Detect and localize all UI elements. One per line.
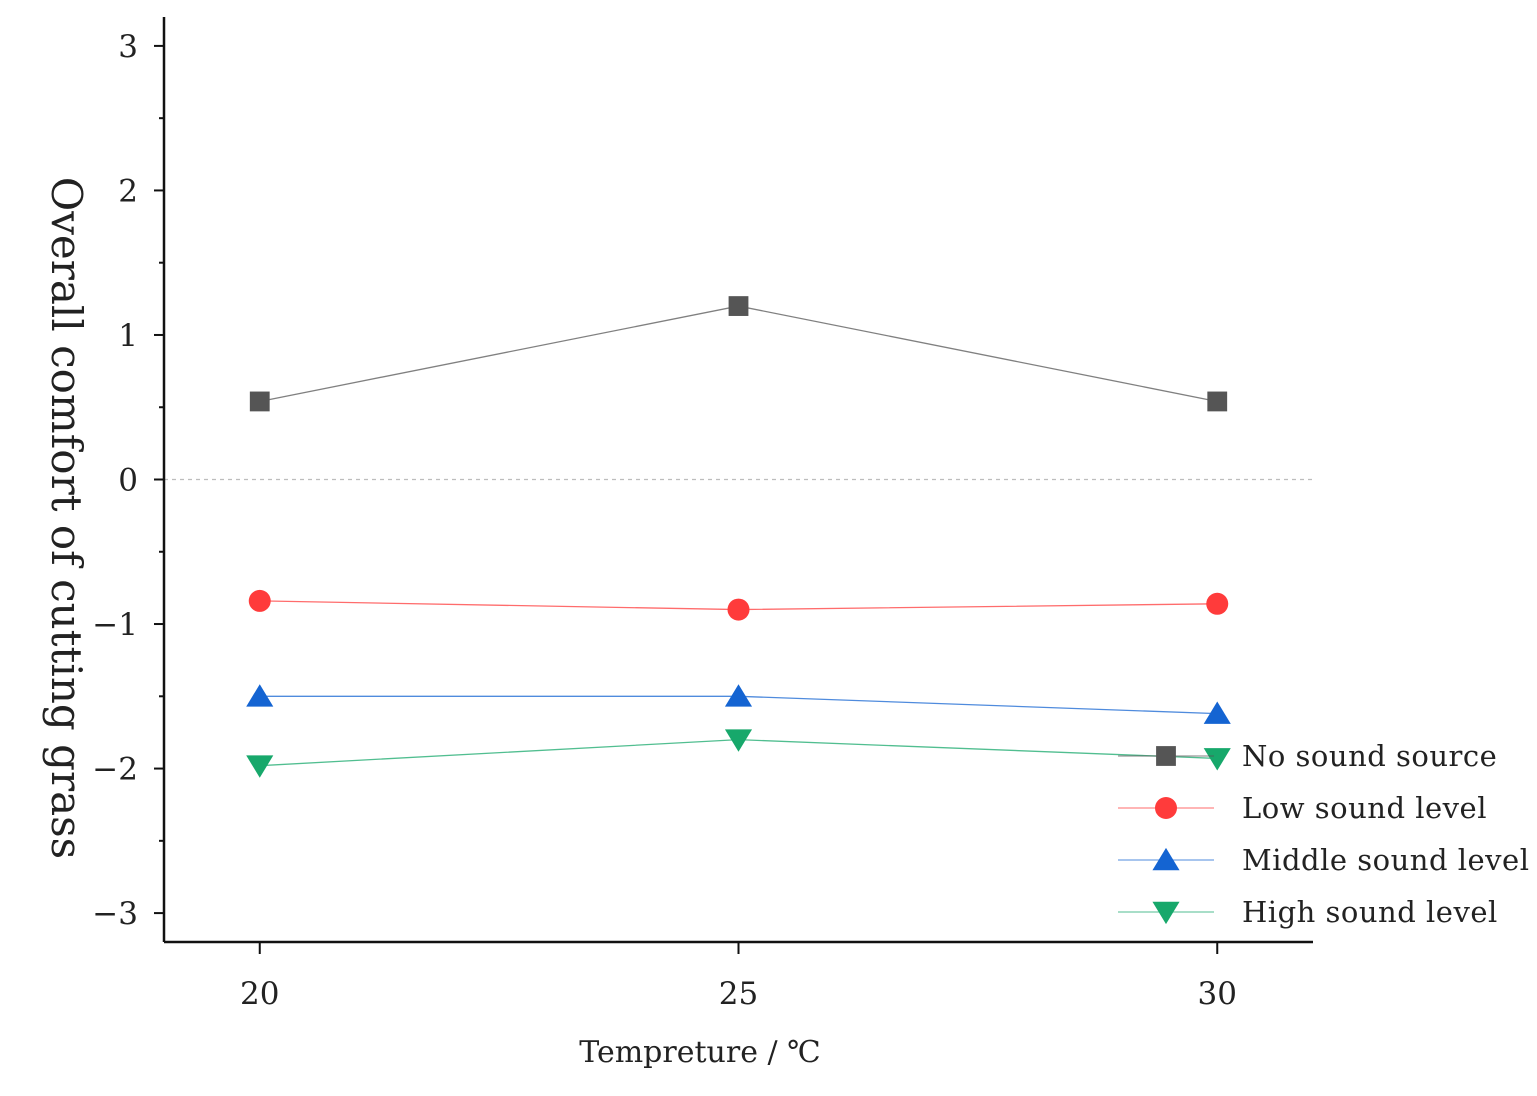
data-point	[724, 729, 753, 752]
legend-marker	[1152, 901, 1180, 925]
legend-marker	[1155, 797, 1177, 819]
data-point	[728, 296, 749, 316]
y-tick-label: 1	[118, 318, 138, 354]
x-tick-label: 30	[1198, 976, 1237, 1012]
x-axis-title: Tempreture / ℃	[579, 1035, 820, 1070]
y-tick-label: 0	[118, 463, 138, 499]
y-axis-title: Overall comfort of cutting grass	[42, 177, 91, 859]
series-middle-sound-level	[246, 684, 1231, 724]
y-tick-label: −3	[92, 896, 138, 932]
data-point	[246, 755, 274, 778]
data-point	[724, 684, 753, 707]
y-tick-label: 3	[118, 29, 138, 65]
x-tick-label: 20	[240, 976, 279, 1012]
legend-item: Low sound level	[1118, 791, 1487, 825]
series-no-sound-source	[249, 296, 1228, 412]
y-tick-label: −2	[92, 752, 138, 788]
legend-label: No sound source	[1242, 739, 1497, 773]
legend-label: Middle sound level	[1242, 843, 1530, 877]
series-high-sound-level	[246, 729, 1231, 778]
data-point	[246, 684, 274, 707]
data-point	[248, 589, 271, 612]
data-point	[1203, 748, 1231, 771]
legend-item: No sound source	[1118, 739, 1497, 773]
data-point	[727, 598, 750, 621]
y-tick-label: −1	[92, 607, 138, 643]
legend-label: Low sound level	[1242, 791, 1487, 825]
data-point	[1206, 592, 1229, 615]
legend-item: Middle sound level	[1118, 843, 1530, 877]
legend-item: High sound level	[1118, 895, 1498, 929]
series-low-sound-level	[248, 589, 1229, 621]
series-line	[259, 305, 1218, 403]
data-point	[1207, 391, 1228, 412]
data-point	[249, 391, 270, 412]
legend-label: High sound level	[1242, 895, 1498, 929]
x-tick-label: 25	[719, 976, 758, 1012]
legend-marker	[1156, 746, 1176, 766]
legend-marker	[1152, 847, 1180, 871]
data-point	[1203, 701, 1231, 724]
y-tick-label: 2	[118, 173, 138, 209]
